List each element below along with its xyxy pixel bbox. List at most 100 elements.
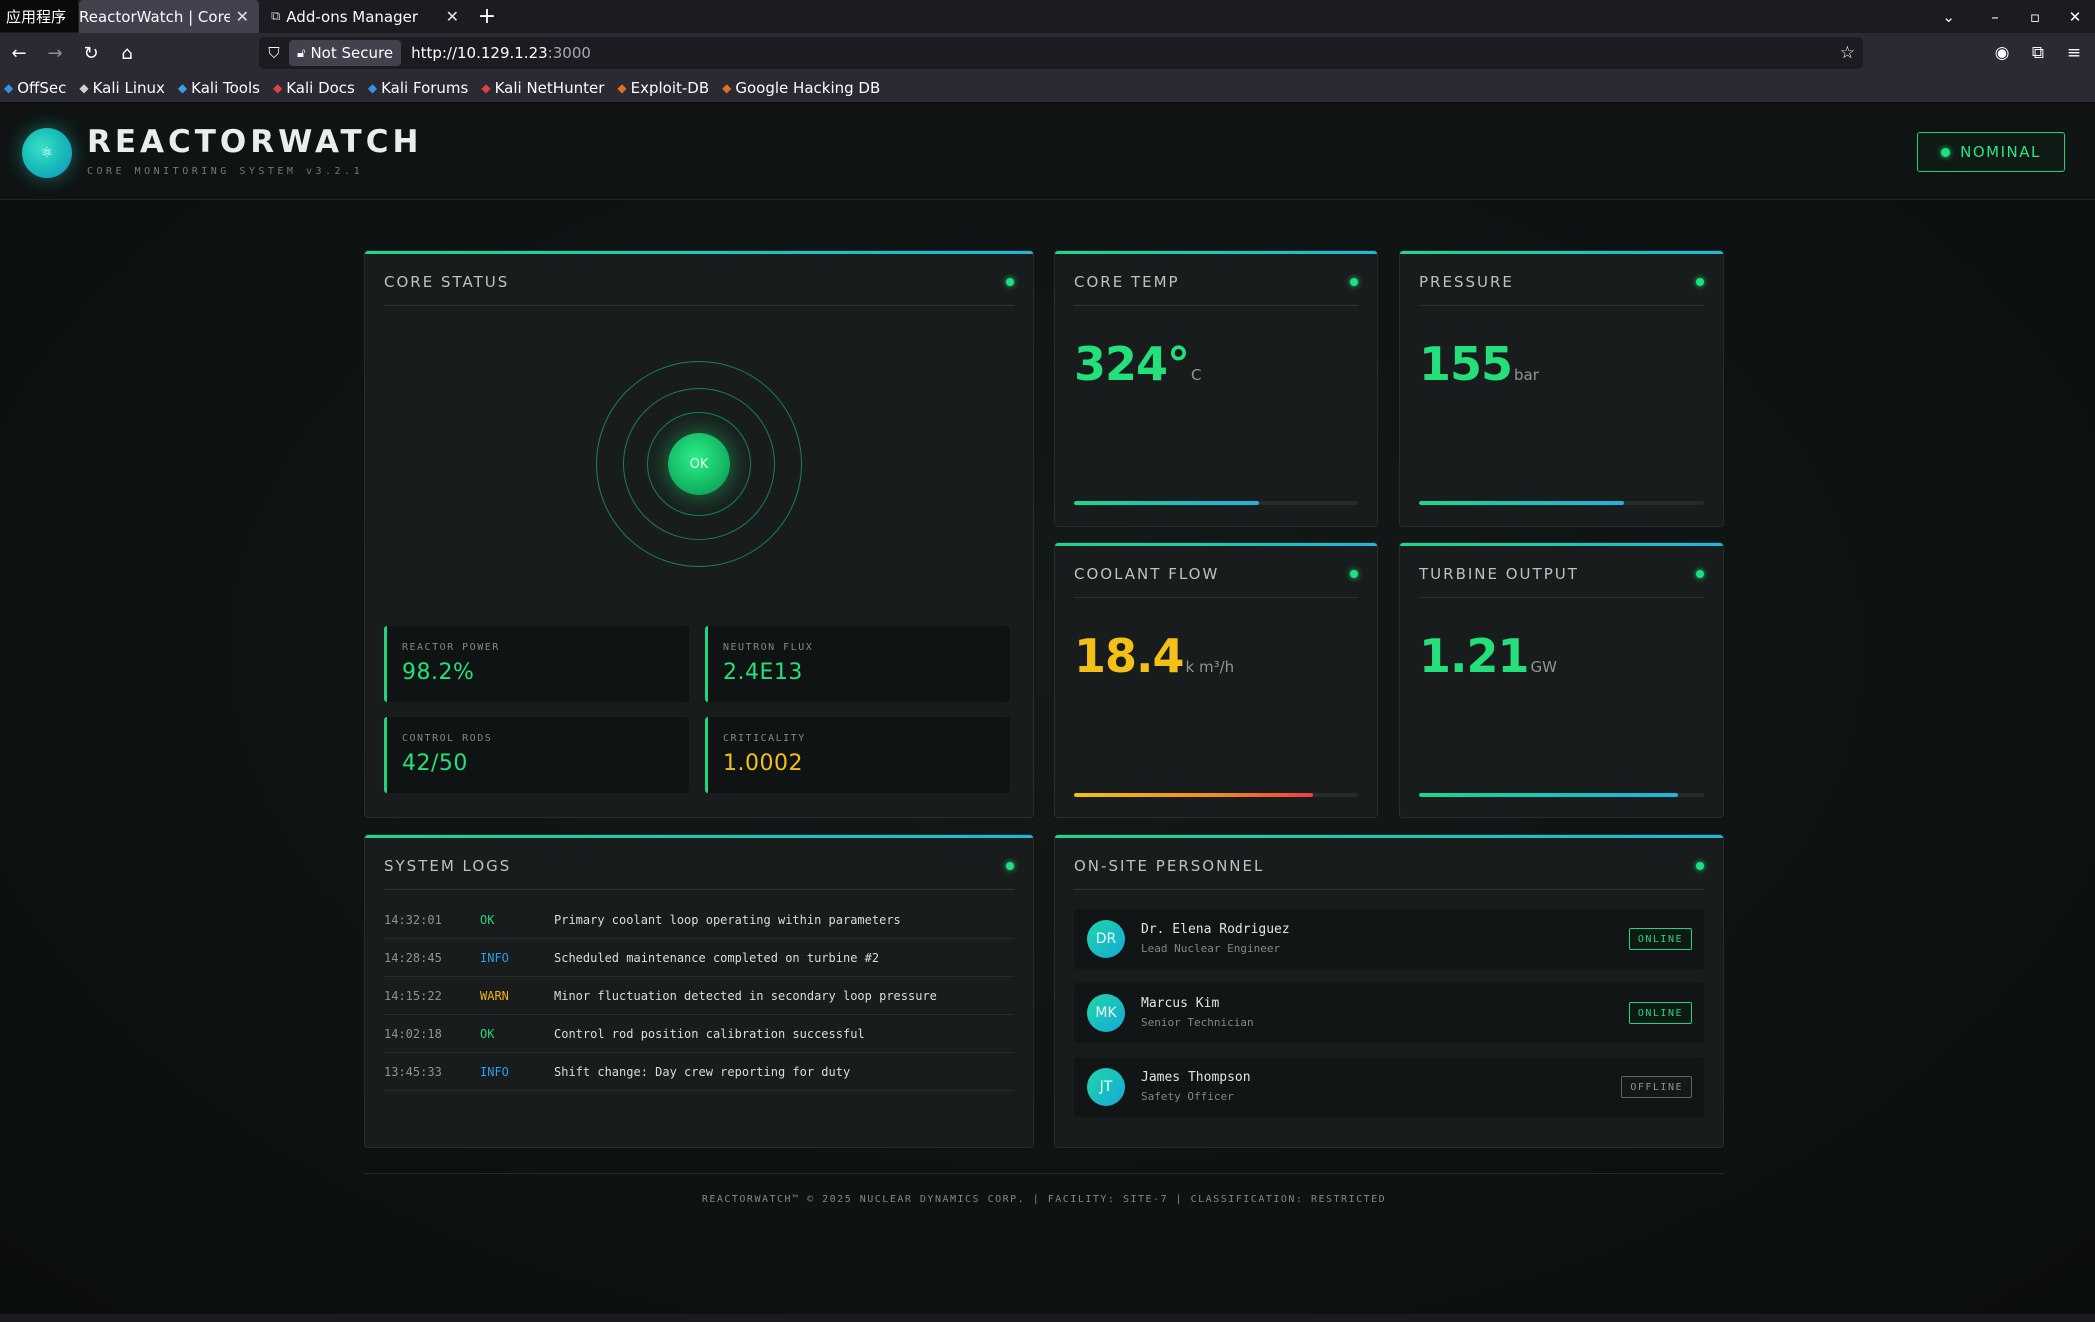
gauge-bar <box>1419 793 1704 797</box>
url-bar[interactable]: ⛉ 🔓︎ Not Secure http://10.129.1.23:3000 … <box>259 37 1863 69</box>
bookmark-item[interactable]: ◆ Kali NetHunter <box>481 79 604 97</box>
card-title: ON-SITE PERSONNEL <box>1074 857 1265 875</box>
bookmark-item[interactable]: ◆ OffSec <box>4 79 66 97</box>
system-status-button[interactable]: NOMINAL <box>1917 132 2065 172</box>
star-icon[interactable]: ☆ <box>1839 43 1855 63</box>
bookmark-label: OffSec <box>17 78 67 97</box>
status-badge: ONLINE <box>1628 928 1692 950</box>
metric-neutron-flux: NEUTRON FLUX 2.4E13 <box>705 626 1010 702</box>
divider <box>1074 305 1358 306</box>
window-controls: – ▫ ✕ <box>1975 0 2095 33</box>
bookmark-item[interactable]: ◆ Google Hacking DB <box>722 79 880 97</box>
bookmark-item[interactable]: ◆ Kali Tools <box>178 79 260 97</box>
home-button[interactable]: ⌂ <box>121 42 133 64</box>
personnel-item[interactable]: MK Marcus Kim Senior Technician ONLINE <box>1074 983 1704 1043</box>
tab-addons-manager[interactable]: ⧉ Add-ons Manager ✕ <box>259 0 469 33</box>
divider <box>1074 889 1704 890</box>
bookmark-icon: ◆ <box>79 80 89 95</box>
forward-button[interactable]: → <box>47 42 63 64</box>
gauge-bar-fill <box>1419 793 1679 797</box>
app-subtitle: CORE MONITORING SYSTEM v3.2.1 <box>87 166 364 177</box>
gauge-value: 18.4 k m³/h <box>1074 629 1234 683</box>
metric-value: 98.2% <box>402 660 475 685</box>
gauge-bar <box>1074 793 1358 797</box>
bookmark-item[interactable]: ◆ Kali Docs <box>273 79 355 97</box>
bookmark-item[interactable]: ◆ Kali Linux <box>79 79 165 97</box>
shield-icon[interactable]: ⛉ <box>268 44 280 62</box>
personnel-card: ON-SITE PERSONNEL DR Dr. Elena Rodriguez L… <box>1054 834 1724 1148</box>
bookmark-icon: ◆ <box>4 80 14 95</box>
account-icon[interactable]: ◉ <box>1994 43 2010 63</box>
log-time: 14:02:18 <box>384 1026 442 1041</box>
close-icon[interactable]: ✕ <box>445 7 459 26</box>
extensions-icon[interactable]: ⧉ <box>2031 43 2045 63</box>
log-time: 14:15:22 <box>384 988 442 1003</box>
core-status-indicator: OK <box>668 433 730 495</box>
bookmark-item[interactable]: ◆ Exploit-DB <box>617 79 709 97</box>
person-role: Senior Technician <box>1141 1016 1254 1029</box>
bookmark-label: Exploit-DB <box>630 78 710 97</box>
tab-title: Add-ons Manager <box>286 7 419 26</box>
gauge-number: 1.21 <box>1419 629 1529 683</box>
url-port: :3000 <box>547 44 591 62</box>
bookmark-icon: ◆ <box>722 80 732 95</box>
url-host: http://10.129.1.23 <box>411 44 548 62</box>
gauge-unit: bar <box>1514 366 1539 384</box>
menu-icon[interactable]: ≡ <box>2066 43 2082 63</box>
metric-value: 1.0002 <box>723 751 803 776</box>
divider <box>1419 305 1704 306</box>
log-level: INFO <box>480 950 509 965</box>
os-applications-menu[interactable]: 应用程序 <box>0 0 78 32</box>
back-button[interactable]: ← <box>11 42 27 64</box>
divider <box>384 305 1014 306</box>
metric-label: CRITICALITY <box>723 733 806 744</box>
close-window-icon[interactable]: ✕ <box>2068 7 2082 26</box>
divider <box>1419 597 1704 598</box>
new-tab-button[interactable]: + <box>477 4 497 29</box>
avatar: JT <box>1087 1068 1125 1106</box>
person-name: Marcus Kim <box>1141 996 1220 1011</box>
app-header: ⚛ REACTORWATCH CORE MONITORING SYSTEM v3… <box>0 104 2095 200</box>
system-logs-card: SYSTEM LOGS 14:32:01 OK Primary coolant lo… <box>364 834 1034 1148</box>
log-message: Minor fluctuation detected in secondary … <box>554 988 937 1003</box>
maximize-icon[interactable]: ▫ <box>2029 7 2041 26</box>
status-dot-icon <box>1006 278 1014 286</box>
status-dot-icon <box>1350 570 1358 578</box>
gauge-unit: GW <box>1530 658 1557 676</box>
coolant-flow-card: COOLANT FLOW 18.4 k m³/h <box>1054 542 1378 818</box>
metric-value: 42/50 <box>402 751 468 776</box>
metric-label: NEUTRON FLUX <box>723 642 814 653</box>
avatar: MK <box>1087 994 1125 1032</box>
card-title: CORE TEMP <box>1074 273 1180 291</box>
bookmark-icon: ◆ <box>367 80 378 95</box>
url-text[interactable]: http://10.129.1.23:3000 <box>411 44 591 62</box>
gauge-bar-fill <box>1074 793 1313 797</box>
bookmark-label: Kali Forums <box>381 78 469 97</box>
bookmark-icon: ◆ <box>481 80 491 95</box>
reload-button[interactable]: ↻ <box>83 42 99 64</box>
bookmark-item[interactable]: ◆ Kali Forums <box>368 79 468 97</box>
status-badge: ONLINE <box>1628 1002 1692 1024</box>
bookmark-label: Kali Tools <box>191 78 260 97</box>
navigation-toolbar: ← → ↻ ⌂ ⛉ 🔓︎ Not Secure http://10.129.1.… <box>0 33 2095 73</box>
log-row: 14:02:18 OK Control rod position calibrati… <box>384 1015 1014 1053</box>
security-indicator[interactable]: 🔓︎ Not Secure <box>289 40 402 66</box>
close-icon[interactable]: ✕ <box>235 7 249 26</box>
middle-ring <box>623 388 775 540</box>
log-message: Control rod position calibration success… <box>554 1026 865 1041</box>
log-message: Primary coolant loop operating within pa… <box>554 912 901 927</box>
gauge-unit: C <box>1191 366 1202 384</box>
metric-control-rods: CONTROL RODS 42/50 <box>384 717 689 793</box>
personnel-item[interactable]: JT James Thompson Safety Officer OFFLINE <box>1074 1057 1704 1117</box>
card-title: PRESSURE <box>1419 273 1514 291</box>
log-level: OK <box>480 912 495 927</box>
gauge-number: 155 <box>1419 337 1513 391</box>
personnel-item[interactable]: DR Dr. Elena Rodriguez Lead Nuclear Engine… <box>1074 909 1704 969</box>
chevron-down-icon[interactable]: ⌄ <box>1942 7 1955 26</box>
log-time: 14:28:45 <box>384 950 442 965</box>
footer-text: REACTORWATCH™ © 2025 NUCLEAR DYNAMICS CO… <box>701 1194 1387 1205</box>
tab-reactorwatch[interactable]: ReactorWatch | Core Monitor ✕ <box>79 0 259 33</box>
minimize-icon[interactable]: – <box>1991 7 1999 26</box>
gauge-bar <box>1074 501 1358 505</box>
status-dot-icon <box>1941 147 1951 157</box>
